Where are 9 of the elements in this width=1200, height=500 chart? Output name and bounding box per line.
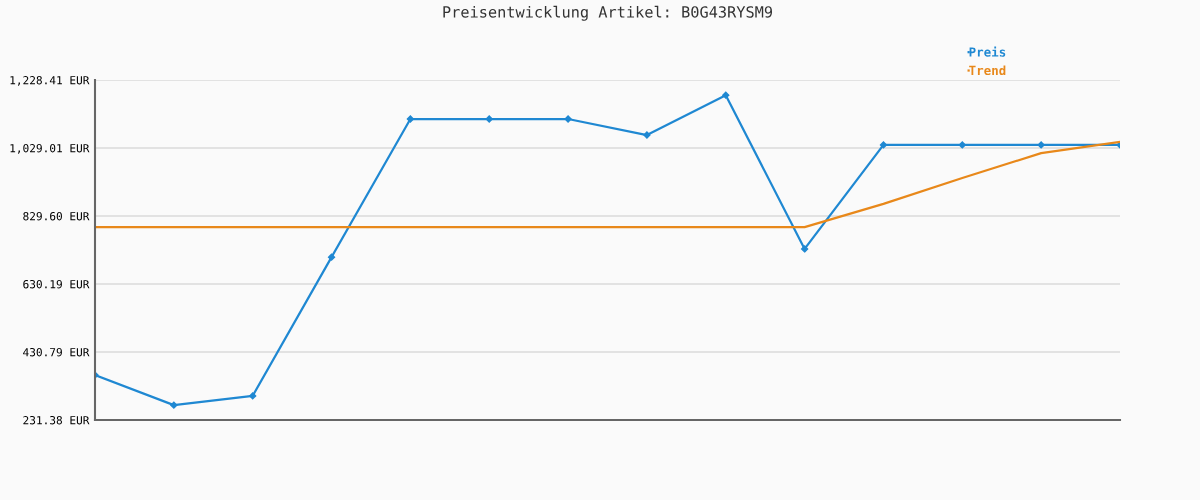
- y-tick-label: 1,029.01 EUR: [10, 144, 90, 154]
- y-tick-label: 430.79 EUR: [23, 348, 90, 357]
- legend-label: Preis: [969, 46, 1006, 57]
- chart-title: Preisentwicklung Artikel: B0G43RYSM9: [443, 5, 773, 21]
- y-tick-label: 630.19 EUR: [23, 280, 90, 289]
- y-tick-label: 231.38 EUR: [23, 416, 90, 425]
- legend-label: Trend: [969, 65, 1006, 76]
- y-tick-label: 829.60 EUR: [23, 212, 90, 221]
- y-tick-label: 1,228.41 EUR: [10, 76, 90, 86]
